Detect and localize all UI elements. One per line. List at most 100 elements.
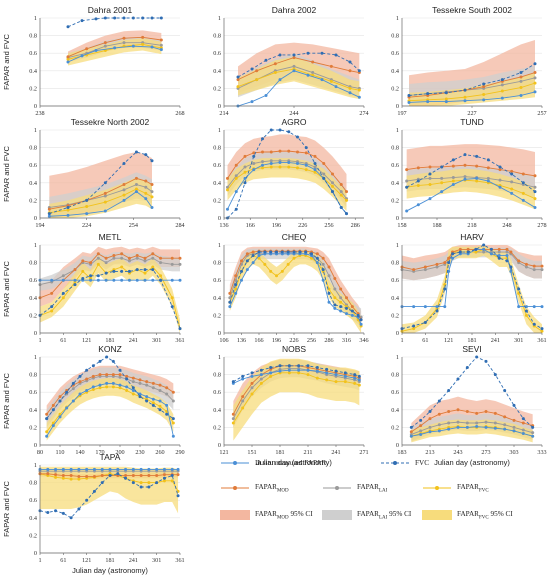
insitu-point <box>532 305 536 309</box>
insitu-point <box>407 100 411 104</box>
lai-point <box>250 386 254 390</box>
mod-point <box>118 373 122 377</box>
y-tick-label: 0.6 <box>29 497 37 504</box>
x-tick-label: 230 <box>135 449 144 456</box>
lai-point <box>524 265 528 269</box>
mod-point <box>503 415 507 419</box>
lai-point <box>533 185 537 189</box>
insitu-point <box>122 198 126 202</box>
insitu-point <box>50 278 54 282</box>
y-tick-label: 0.4 <box>29 180 37 187</box>
fvc-point <box>158 408 162 412</box>
fvc-point <box>512 403 516 407</box>
x-axis-label: Julian day (astronomy) <box>434 458 510 467</box>
y-axis-label: FAPAR and FVC <box>2 373 11 429</box>
insitu-point <box>228 305 232 309</box>
insitu-point <box>151 278 155 282</box>
fvc-point <box>111 359 115 363</box>
insitu-point <box>428 197 432 201</box>
x-tick-label: 286 <box>324 337 333 344</box>
fvc-point <box>292 53 296 57</box>
y-tick-label: 0.4 <box>391 407 399 414</box>
insitu-point <box>120 278 124 282</box>
insitu-point <box>257 254 261 258</box>
y-tick-label: 0 <box>218 330 221 337</box>
x-tick-label: 254 <box>129 222 138 229</box>
insitu-point <box>144 197 148 201</box>
fvc-point <box>435 309 439 313</box>
fvc-point <box>475 355 479 359</box>
lai-point <box>437 423 441 427</box>
insitu-point <box>423 305 427 309</box>
mod-point <box>465 410 469 414</box>
fvcf-point <box>278 165 282 169</box>
y-tick-label: 0.6 <box>29 389 37 396</box>
fvcf-point <box>103 200 107 204</box>
lai-series-line <box>406 176 536 188</box>
panel-title: METL <box>99 232 122 242</box>
lai-point <box>321 262 325 266</box>
insitu-point <box>463 99 467 103</box>
lai-point <box>234 174 238 178</box>
lai-point <box>150 190 154 194</box>
insitu-point <box>92 467 96 471</box>
fvc-point <box>280 250 284 254</box>
insitu-point <box>170 467 174 471</box>
mod-point <box>484 410 488 414</box>
fvcf-point <box>269 374 273 378</box>
lai-point <box>498 178 502 182</box>
fvcf-point <box>170 296 174 300</box>
fvc-point <box>269 128 273 132</box>
lai-point <box>510 180 514 184</box>
mod-point <box>456 408 460 412</box>
fvc-point <box>113 16 117 20</box>
x-tick-label: 121 <box>82 557 91 564</box>
insitu-point <box>96 278 100 282</box>
fvc-point <box>231 380 235 384</box>
fvc-point <box>159 16 163 20</box>
lai-series-line <box>67 42 162 59</box>
fvcf-point <box>353 381 357 385</box>
panel-title: NOBS <box>282 344 306 354</box>
x-tick-label: 316 <box>342 337 351 344</box>
insitu-point <box>475 425 479 429</box>
x-tick-label: 211 <box>303 449 312 456</box>
fvc-point <box>80 19 84 23</box>
fvc-point <box>510 172 514 176</box>
fvc-point <box>131 386 135 390</box>
insitu-point <box>509 269 513 273</box>
fvcf-point <box>475 179 479 183</box>
fvcf-point <box>269 269 273 273</box>
insitu-point <box>345 312 348 316</box>
fvc-point <box>94 17 98 21</box>
mod-point <box>524 262 528 266</box>
mod-point <box>255 69 259 73</box>
mod-point <box>419 424 423 428</box>
fvcf-point <box>118 386 122 390</box>
fvcf-point <box>66 208 70 212</box>
mod-point <box>69 474 73 478</box>
mod-point <box>315 252 319 256</box>
fvcf-point <box>66 57 70 61</box>
panel-title: SEVI <box>462 344 481 354</box>
insitu-point <box>151 397 155 401</box>
fvc-point <box>81 276 85 280</box>
fvcf-series-line <box>237 68 360 91</box>
y-tick-label: 0.8 <box>29 480 37 487</box>
y-tick-label: 1 <box>396 242 399 249</box>
fvc-point <box>278 128 282 132</box>
lai-point <box>339 296 343 300</box>
mod-point <box>131 376 135 380</box>
insitu-point <box>54 467 58 471</box>
fvc-point <box>339 205 343 209</box>
mod-point <box>170 256 174 260</box>
fvc-point <box>428 410 432 414</box>
fvc-point <box>58 399 62 403</box>
fvcf-point <box>443 283 447 287</box>
fvc-point <box>498 165 502 169</box>
lai-point <box>475 421 479 425</box>
fvcf-point <box>263 262 267 266</box>
insitu-point <box>245 268 249 272</box>
lai-point <box>533 76 537 80</box>
x-tick-label: 226 <box>289 337 298 344</box>
